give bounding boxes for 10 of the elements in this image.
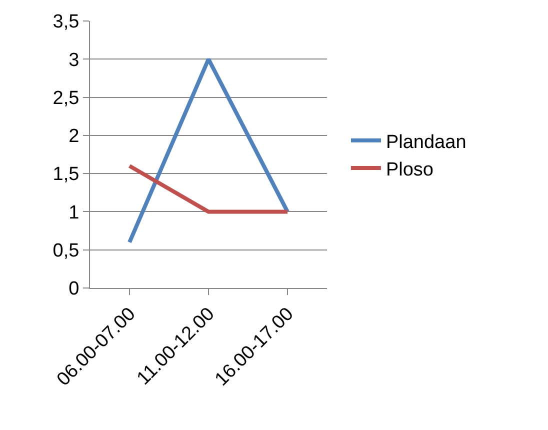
y-tick-label: 2 [68, 126, 80, 148]
legend-label: Plandaan [386, 132, 466, 153]
y-tick-label: 2,5 [52, 88, 80, 109]
y-tick-label: 3 [68, 50, 80, 71]
y-tick-label: 0,5 [52, 240, 80, 262]
y-tick-label: 3,5 [52, 12, 80, 33]
y-tick-label: 0 [68, 278, 80, 300]
y-tick-label: 1,5 [52, 164, 80, 186]
legend-label: Ploso [386, 159, 434, 180]
y-tick-label: 1 [68, 202, 80, 224]
